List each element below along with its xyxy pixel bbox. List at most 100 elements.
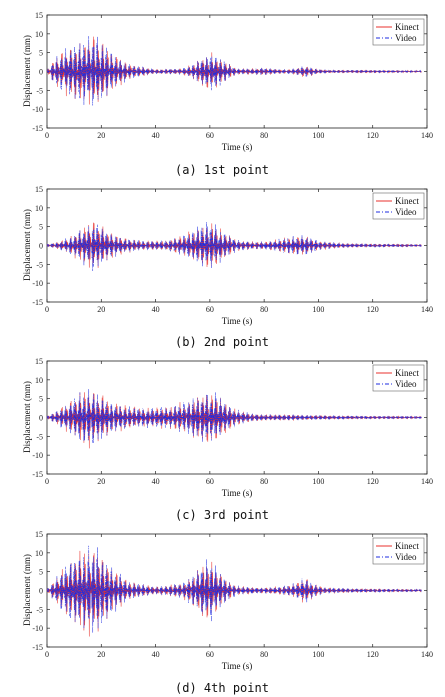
video-series-line <box>46 389 422 443</box>
legend: Kinect Video <box>372 537 425 565</box>
y-tick-label: 10 <box>35 30 43 39</box>
axis-ticks: 0 20 40 60 80 100 120 140 15 10 5 0 -5 -10 -15 <box>32 357 433 486</box>
y-tick-label: 10 <box>35 376 43 385</box>
legend-kinect-label: Kinect <box>395 22 419 32</box>
x-tick-label: 0 <box>45 477 49 486</box>
y-tick-label: -15 <box>32 124 43 133</box>
x-tick-label: 60 <box>206 131 214 140</box>
legend-video-label: Video <box>395 207 417 217</box>
y-tick-label: -10 <box>32 105 43 114</box>
x-tick-label: 60 <box>206 650 214 659</box>
y-tick-label: 15 <box>35 530 43 539</box>
y-tick-label: -10 <box>32 451 43 460</box>
axis-ticks: 0 20 40 60 80 100 120 140 15 10 5 0 -5 -10 -15 <box>32 530 433 659</box>
legend-box <box>372 537 425 565</box>
x-tick-label: 20 <box>97 477 105 486</box>
panel-caption: (d) 4th point <box>175 681 269 695</box>
x-tick-label: 120 <box>367 650 379 659</box>
video-series-line <box>46 222 422 272</box>
legend-video-label: Video <box>395 552 417 562</box>
x-tick-label: 20 <box>97 305 105 314</box>
panel-caption: (a) 1st point <box>175 163 269 177</box>
x-tick-label: 100 <box>312 650 324 659</box>
x-tick-label: 120 <box>367 305 379 314</box>
y-axis-label: Displacement (mm) <box>22 209 32 281</box>
y-tick-label: -15 <box>32 298 43 307</box>
x-tick-label: 140 <box>421 131 433 140</box>
panel-caption: (c) 3rd point <box>175 508 269 522</box>
y-tick-label: -15 <box>32 643 43 652</box>
chart-panel-b: 0 20 40 60 80 100 120 140 15 10 5 0 -5 -10 -15 Kinect … <box>22 185 433 349</box>
y-tick-label: -15 <box>32 470 43 479</box>
x-axis-label: Time (s) <box>222 488 252 498</box>
y-tick-label: 0 <box>39 68 43 77</box>
x-tick-label: 40 <box>152 131 160 140</box>
y-tick-label: -10 <box>32 279 43 288</box>
x-tick-label: 0 <box>45 305 49 314</box>
x-tick-label: 60 <box>206 305 214 314</box>
chart-panel-a: 0 20 40 60 80 100 120 140 15 10 5 0 -5 -10 -15 Kinect … <box>22 11 433 177</box>
chart-panel-c: 0 20 40 60 80 100 120 140 15 10 5 0 -5 -10 -15 Kinect … <box>22 357 433 522</box>
legend-video-label: Video <box>395 379 417 389</box>
x-tick-label: 140 <box>421 305 433 314</box>
video-series-line <box>46 545 422 633</box>
y-tick-label: 15 <box>35 11 43 20</box>
chart-panel-d: 0 20 40 60 80 100 120 140 15 10 5 0 -5 -10 -15 Kinect … <box>22 530 433 695</box>
signal-traces <box>46 545 422 637</box>
y-tick-label: 5 <box>39 568 43 577</box>
y-tick-label: 15 <box>35 185 43 194</box>
legend: Kinect Video <box>372 192 425 220</box>
y-tick-label: 5 <box>39 223 43 232</box>
y-tick-label: 0 <box>39 587 43 596</box>
x-tick-label: 120 <box>367 477 379 486</box>
y-tick-label: 5 <box>39 395 43 404</box>
panel-caption: (b) 2nd point <box>175 335 269 349</box>
x-tick-label: 60 <box>206 477 214 486</box>
y-tick-label: 15 <box>35 357 43 366</box>
y-tick-label: 5 <box>39 49 43 58</box>
x-tick-label: 80 <box>260 305 268 314</box>
x-tick-label: 140 <box>421 477 433 486</box>
signal-traces <box>46 222 422 272</box>
x-tick-label: 20 <box>97 131 105 140</box>
x-tick-label: 100 <box>312 477 324 486</box>
x-tick-label: 120 <box>367 131 379 140</box>
legend-kinect-label: Kinect <box>395 368 419 378</box>
x-tick-label: 40 <box>152 477 160 486</box>
x-tick-label: 0 <box>45 650 49 659</box>
y-tick-label: -5 <box>36 605 43 614</box>
legend-box <box>372 364 425 392</box>
y-axis-label: Displacement (mm) <box>22 554 32 626</box>
y-tick-label: -5 <box>36 432 43 441</box>
y-tick-label: 10 <box>35 204 43 213</box>
legend-kinect-label: Kinect <box>395 196 419 206</box>
legend: Kinect Video <box>372 364 425 392</box>
x-tick-label: 20 <box>97 650 105 659</box>
legend-video-label: Video <box>395 33 417 43</box>
y-axis-label: Displacement (mm) <box>22 381 32 453</box>
y-tick-label: -10 <box>32 624 43 633</box>
x-axis-label: Time (s) <box>222 661 252 671</box>
y-tick-label: 0 <box>39 242 43 251</box>
x-tick-label: 140 <box>421 650 433 659</box>
x-tick-label: 40 <box>152 305 160 314</box>
x-tick-label: 100 <box>312 305 324 314</box>
legend-box <box>372 192 425 220</box>
signal-traces <box>46 36 422 106</box>
legend: Kinect Video <box>372 18 425 46</box>
legend-box <box>372 18 425 46</box>
y-axis-label: Displacement (mm) <box>22 35 32 107</box>
y-tick-label: -5 <box>36 260 43 269</box>
x-tick-label: 100 <box>312 131 324 140</box>
x-tick-label: 40 <box>152 650 160 659</box>
y-tick-label: 0 <box>39 414 43 423</box>
x-tick-label: 80 <box>260 131 268 140</box>
x-axis-label: Time (s) <box>222 142 252 152</box>
axis-ticks: 0 20 40 60 80 100 120 140 15 10 5 0 -5 -10 -15 <box>32 185 433 314</box>
signal-traces <box>46 389 422 449</box>
axis-ticks: 0 20 40 60 80 100 120 140 15 10 5 0 -5 -10 -15 <box>32 11 433 140</box>
y-tick-label: 10 <box>35 549 43 558</box>
video-series-line <box>46 36 422 106</box>
y-tick-label: -5 <box>36 86 43 95</box>
